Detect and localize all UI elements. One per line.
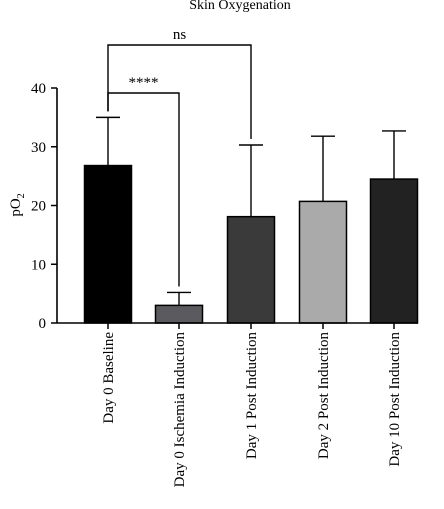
y-tick-label: 10: [31, 257, 46, 273]
bar: [298, 200, 348, 324]
y-axis-label: pO2: [8, 193, 27, 216]
y-axis-label-subscript: 2: [16, 193, 27, 198]
y-tick-label: 0: [39, 316, 47, 332]
y-tick-label: 20: [31, 199, 46, 215]
error-bars: [96, 116, 406, 306]
chart-title: Skin Oxygenation: [189, 0, 291, 13]
x-tick-label: Day 2 Post Induction: [316, 332, 332, 460]
significance-bracket: [107, 44, 252, 139]
significance-label: ****: [129, 75, 159, 91]
y-tick-label: 30: [31, 140, 46, 156]
bar: [83, 164, 133, 324]
x-tick-label: Day 0 Ischemia Induction: [172, 332, 188, 488]
bar: [369, 178, 419, 324]
x-tick-label: Day 0 Baseline: [101, 332, 117, 424]
x-tick-label: Day 1 Post Induction: [244, 332, 260, 460]
y-axis: 0 10 20 30 40: [31, 81, 58, 332]
y-tick-label: 40: [31, 81, 46, 97]
x-axis: Day 0 Baseline Day 0 Ischemia Induction Da…: [101, 323, 403, 487]
bar: [154, 304, 204, 324]
significance-label: ns: [173, 27, 187, 43]
bars: [83, 164, 419, 324]
x-tick-label: Day 10 Post Induction: [387, 332, 403, 467]
significance-brackets: **** ns: [107, 27, 252, 287]
bar: [226, 215, 276, 324]
